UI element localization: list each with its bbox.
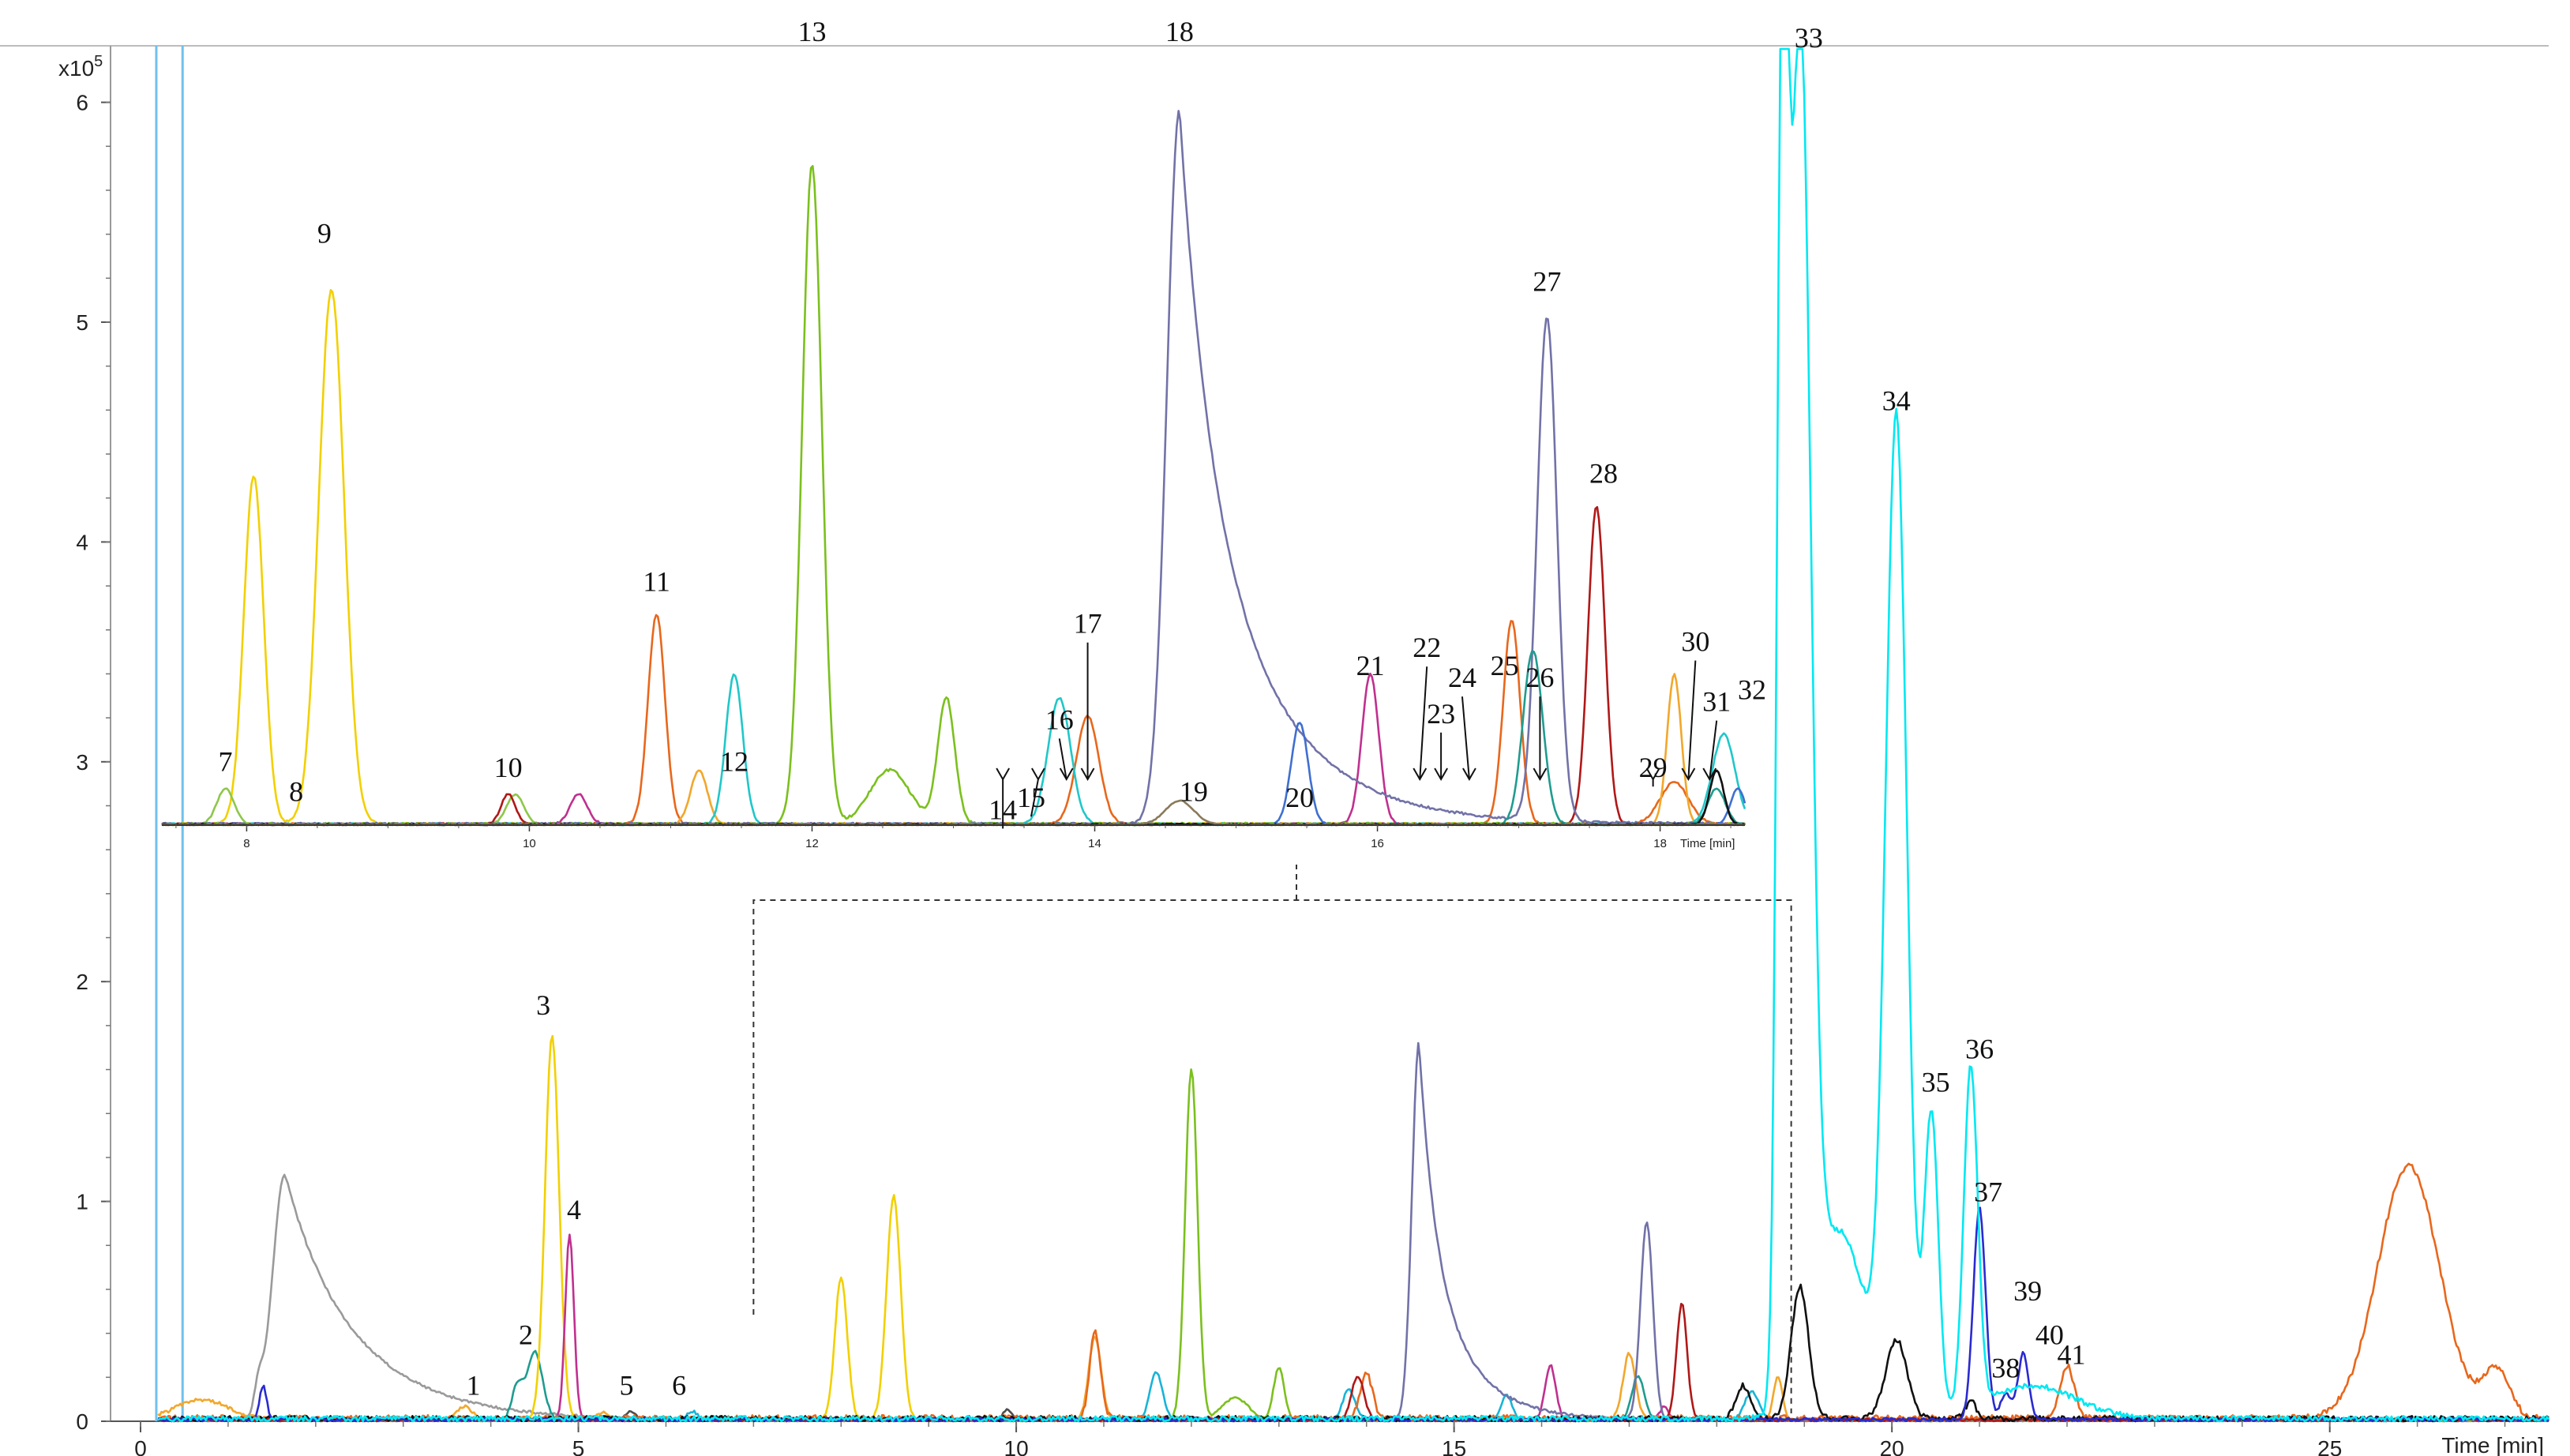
- inset-axis: 8 10 12 14 16 18: [162, 824, 1745, 850]
- inset-pointer-arrowhead: [1462, 767, 1476, 782]
- peak-label: 6: [672, 1370, 686, 1402]
- main-trace-12: [157, 1283, 2549, 1423]
- peak-label: 33: [1795, 22, 1823, 54]
- inset-x-tick-label: 16: [1371, 837, 1384, 850]
- y-tick-label: 5: [76, 310, 88, 335]
- y-tick-label: 4: [76, 530, 88, 554]
- peak-label: 36: [1965, 1034, 1994, 1065]
- y-tick-label: 1: [76, 1190, 88, 1214]
- inset-peak-label: 18: [1165, 16, 1194, 47]
- inset-x-tick-label: 14: [1088, 837, 1101, 850]
- main-trace-14: [157, 47, 2550, 1423]
- main-trace-5: [157, 1233, 2549, 1423]
- inset-peak-label: 11: [643, 566, 670, 598]
- main-trace-4: [157, 1034, 2549, 1423]
- inset-pointer-arrow: [1461, 696, 1470, 780]
- main-trace-2: [157, 1335, 2549, 1423]
- y-scale-factor: x105: [58, 53, 103, 81]
- inset-pointer-arrowhead: [1413, 767, 1428, 782]
- y-scale-base: x10: [58, 56, 94, 81]
- peak-label: 3: [536, 989, 550, 1021]
- inset-pointer-arrowhead: [1645, 767, 1660, 782]
- inset-peak-label: 9: [317, 218, 332, 250]
- inset-series-group: [157, 63, 1750, 827]
- x-tick-label: 20: [1880, 1436, 1904, 1456]
- peak-label: 34: [1882, 385, 1911, 416]
- peak-label: 1: [466, 1370, 480, 1402]
- inset-pointer-arrow: [1419, 666, 1428, 780]
- peak-label: 39: [2013, 1275, 2042, 1307]
- inset-peak-label: 10: [494, 752, 523, 783]
- inset-peak-label: 20: [1285, 782, 1314, 813]
- inset-peak-label: 15: [1017, 782, 1045, 813]
- y-tick-label: 3: [76, 750, 88, 775]
- main-trace-11: [157, 1303, 2549, 1423]
- inset-peak-label: 22: [1413, 632, 1441, 663]
- inset-x-tick-label: 8: [243, 837, 249, 850]
- inset-peak-label: 25: [1491, 650, 1519, 681]
- inset-peak-label: 23: [1427, 698, 1455, 730]
- inset-peak-label: 30: [1681, 626, 1709, 658]
- x-tick-label: 25: [2317, 1436, 2342, 1456]
- x-axis-title: Time [min]: [2441, 1433, 2544, 1456]
- inset-x-tick-label: 10: [523, 837, 536, 850]
- inset-pointer-arrow: [1030, 779, 1039, 817]
- inset-peak-label: 7: [219, 746, 233, 778]
- inset-peak-label: 28: [1589, 458, 1618, 490]
- peak-label: 37: [1974, 1176, 2002, 1208]
- inset-peak-label: 17: [1074, 608, 1102, 640]
- inset-pointer-arrow: [1709, 720, 1718, 780]
- inset-pointer-arrowhead: [1059, 767, 1074, 782]
- inset-peak-label: 13: [797, 16, 826, 47]
- peak-label: 38: [1991, 1352, 2020, 1383]
- inset-pointer-arrowhead: [1031, 767, 1045, 782]
- inset-pointer-arrowhead: [1080, 767, 1095, 782]
- inset-pointer-arrowhead: [1434, 767, 1448, 782]
- inset-background: [157, 63, 1750, 825]
- x-tick-label: 5: [572, 1436, 585, 1456]
- inset-peak-label: 19: [1180, 776, 1208, 808]
- main-series-group: [157, 47, 2550, 1423]
- inset-x-tick-label: 12: [805, 837, 819, 850]
- inset-peak-label: 31: [1702, 686, 1731, 718]
- x-tick-label: 10: [1004, 1436, 1029, 1456]
- y-scale-exponent: 5: [94, 53, 103, 70]
- peak-label: 2: [519, 1319, 533, 1351]
- inset-peak-label: 8: [289, 776, 303, 808]
- y-tick-label: 6: [76, 91, 88, 115]
- main-trace-10: [157, 1041, 2550, 1423]
- inset-pointer-arrowhead: [1702, 767, 1717, 782]
- inset-peak-label: 12: [720, 746, 748, 778]
- x-tick-label: 15: [1442, 1436, 1466, 1456]
- inset-zoom-bracket: [752, 865, 1792, 1413]
- inset-pointer-arrow: [1687, 660, 1697, 780]
- inset-peak-label: 27: [1533, 265, 1561, 297]
- zoom-bracket-line: [752, 899, 1792, 1413]
- peak-label: 41: [2058, 1339, 2086, 1371]
- inset-x-tick-label: 18: [1653, 837, 1667, 850]
- y-tick-label: 2: [76, 970, 88, 994]
- peak-label: 35: [1922, 1066, 1950, 1098]
- inset-peak-label: 16: [1045, 704, 1074, 735]
- inset-peak-label: 26: [1525, 662, 1554, 693]
- main-trace-9: [157, 1162, 2549, 1423]
- peak-label: 40: [2035, 1319, 2064, 1351]
- peak-label: 4: [567, 1194, 581, 1225]
- inset-peak-label: 32: [1738, 674, 1766, 705]
- inset-pointer-arrow: [1058, 738, 1067, 780]
- inset-peak-label: 24: [1448, 662, 1476, 693]
- y-tick-label: 0: [76, 1409, 88, 1434]
- inset-x-axis-title: Time [min]: [1680, 837, 1735, 850]
- peak-label: 5: [620, 1370, 634, 1402]
- main-trace-8: [157, 1068, 2549, 1423]
- x-tick-label: 0: [134, 1436, 147, 1456]
- inset-pointer-arrowhead: [1533, 767, 1548, 782]
- inset-pointer-arrowhead: [996, 767, 1011, 782]
- inset-pointer-arrowhead: [1681, 767, 1696, 782]
- inset-peak-label: 21: [1356, 650, 1385, 681]
